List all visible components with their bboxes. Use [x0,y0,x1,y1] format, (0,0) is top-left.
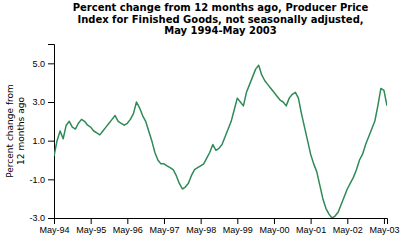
y-axis-label: Percent change from12 months ago [5,84,25,178]
y-tick: -3.0 [29,213,54,223]
y-tick-label: 1.0 [32,136,45,146]
y-tick: 1.0 [32,136,54,146]
x-tick-mark [164,218,165,224]
x-tick: May-01 [296,218,326,235]
chart: -3.0-1.01.03.05.0May-94May-95May-96May-9… [0,0,401,238]
y-tick-mark [48,141,54,142]
x-tick-label: May-95 [76,225,106,235]
x-axis-line [55,219,388,225]
x-tick: May-96 [113,218,143,235]
y-tick-label: 3.0 [32,97,45,107]
x-tick-mark [311,218,312,224]
y-tick-label: -3.0 [29,213,45,223]
x-axis: May-94 May-95 May-96 May-97 May-98 May-99 May-… [39,218,399,235]
x-tick-label: May-01 [296,225,326,235]
x-tick-label: May-98 [186,225,216,235]
y-tick-mark [48,179,54,180]
x-tick: May-99 [223,218,253,235]
y-tick: 3.0 [32,97,54,107]
x-tick-label: May-03 [369,225,399,235]
y-tick-mark [48,102,54,103]
x-tick: May-02 [333,218,363,235]
y-tick-label: 5.0 [32,59,45,69]
y-axis-line [48,45,55,219]
x-tick: May-98 [186,218,216,235]
x-tick-label: May-99 [223,225,253,235]
x-tick-mark [127,218,128,224]
data-line [54,65,387,218]
x-tick: May-94 [39,218,69,235]
x-tick-mark [91,218,92,224]
y-tick: 5.0 [32,59,54,69]
x-tick: May-97 [149,218,179,235]
x-tick: May-03 [369,218,399,235]
x-tick-mark [201,218,202,224]
x-tick-label: May-00 [259,225,289,235]
x-tick: May-95 [76,218,106,235]
x-tick: May-00 [259,218,289,235]
plot-area [54,65,387,218]
x-tick-mark [274,218,275,224]
y-tick-mark [48,63,54,64]
x-tick-label: May-02 [333,225,363,235]
x-tick-label: May-94 [39,225,69,235]
x-tick-mark [384,218,385,224]
title: Percent change from 12 months ago, Produ… [73,2,369,36]
x-tick-mark [347,218,348,224]
x-tick-mark [237,218,238,224]
y-tick-label: -1.0 [29,175,45,185]
x-tick-mark [54,218,55,224]
x-tick-label: May-96 [113,225,143,235]
y-tick-mark [48,218,54,219]
y-axis: -3.0 -1.0 1.0 3.0 5.0 [29,45,54,224]
y-tick: -1.0 [29,175,54,185]
x-tick-label: May-97 [149,225,179,235]
